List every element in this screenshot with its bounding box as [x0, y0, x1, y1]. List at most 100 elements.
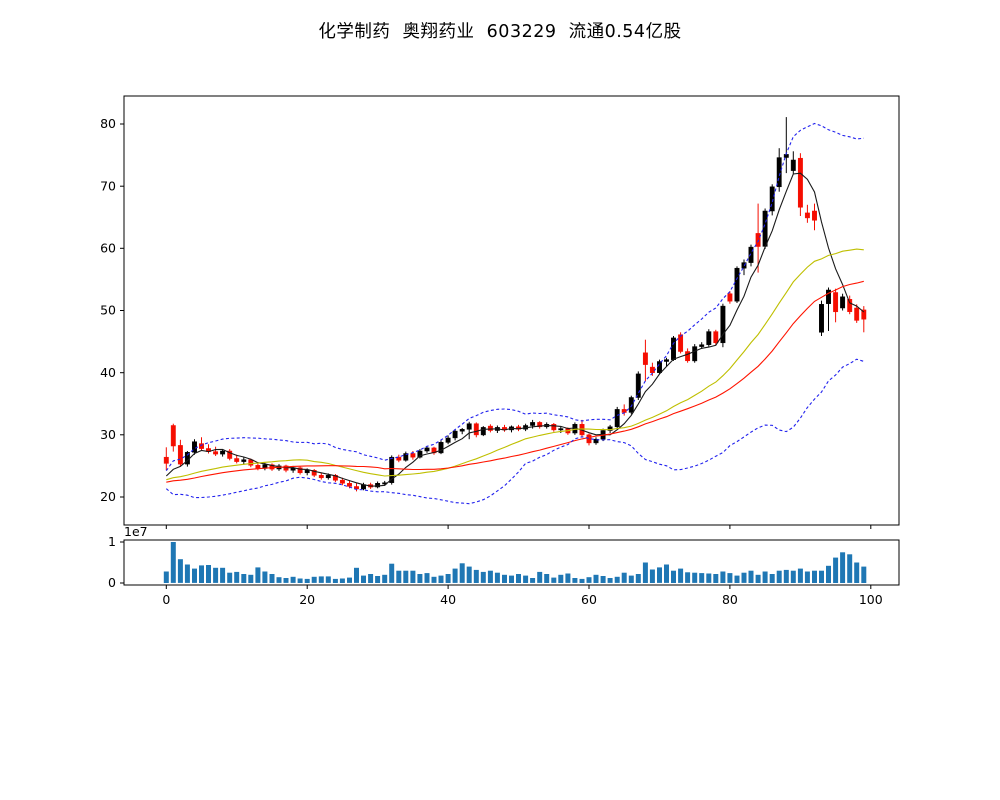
volume-bar: [572, 578, 578, 583]
volume-bar: [487, 570, 493, 583]
candle-body: [304, 470, 310, 474]
volume-y-tick-label: 0: [108, 575, 116, 590]
candle-body: [713, 331, 719, 344]
volume-bar: [262, 571, 268, 583]
candle-body: [403, 453, 409, 461]
x-tick-label: 40: [440, 592, 456, 607]
candle-body: [466, 423, 472, 430]
candle-body: [762, 210, 768, 247]
volume-bar: [530, 578, 536, 583]
candle-body: [417, 450, 423, 458]
volume-bar: [621, 572, 627, 583]
candle-body: [720, 305, 726, 344]
candle-body: [424, 447, 430, 452]
candle-body: [347, 483, 352, 487]
x-tick-label: 80: [722, 592, 738, 607]
candle-body: [706, 331, 712, 345]
candle-body: [480, 427, 486, 436]
volume-bar: [635, 574, 641, 583]
candle-body: [459, 429, 465, 432]
volume-bar: [325, 576, 331, 583]
volume-bar: [480, 571, 486, 583]
candle-body: [445, 437, 451, 443]
candle-body: [452, 430, 458, 439]
volume-bar: [269, 574, 275, 583]
volume-bar: [558, 574, 564, 583]
volume-bar: [255, 567, 261, 583]
candle-body: [833, 292, 839, 313]
volume-bar: [220, 567, 226, 583]
volume-bar: [523, 575, 529, 583]
volume-bar: [375, 576, 381, 583]
volume-bar: [783, 569, 789, 583]
y-tick-label: 30: [100, 427, 116, 442]
candle-body: [854, 307, 860, 321]
volume-bar: [720, 571, 726, 583]
volume-bar: [593, 574, 599, 583]
volume-axes-frame: [123, 539, 900, 586]
candle-body: [628, 397, 634, 413]
candle-body: [438, 442, 444, 454]
x-tick-label: 100: [859, 592, 883, 607]
volume-bar: [318, 576, 324, 583]
volume-bar: [628, 575, 634, 583]
x-tick-label: 20: [299, 592, 315, 607]
volume-bars: [163, 542, 867, 583]
volume-bar: [685, 572, 691, 583]
volume-bar: [678, 568, 684, 583]
ma20-line: [166, 248, 864, 481]
volume-bar: [748, 570, 754, 583]
y-tick-label: 60: [100, 241, 116, 256]
volume-bar: [445, 574, 451, 583]
candle-body: [769, 186, 775, 212]
volume-bar: [727, 573, 733, 583]
volume-bar: [502, 574, 507, 583]
volume-bar: [692, 572, 698, 583]
candle-body: [748, 246, 754, 263]
price-axes-frame: [123, 95, 900, 526]
candle-body: [649, 366, 655, 373]
volume-bar: [854, 562, 860, 583]
volume-bar: [459, 563, 465, 583]
volume-bar: [776, 570, 782, 583]
volume-scale-offset-label: 1e7: [124, 524, 148, 539]
candle-body: [558, 428, 564, 431]
volume-bar: [812, 570, 817, 583]
volume-bar: [614, 576, 620, 583]
volume-bar: [410, 570, 416, 583]
candle-body: [487, 425, 493, 431]
volume-bar: [248, 574, 254, 583]
candle-body: [220, 450, 226, 455]
candle-body: [678, 334, 684, 352]
volume-bar: [473, 569, 479, 583]
volume-bar: [840, 552, 846, 583]
candle-body: [375, 483, 381, 488]
volume-bar: [170, 542, 176, 583]
candle-body: [797, 157, 803, 208]
volume-bar: [332, 578, 338, 583]
candle-body: [607, 426, 613, 431]
volume-bar: [516, 574, 521, 583]
candle-body: [227, 450, 233, 459]
candle-body: [241, 459, 247, 462]
candle-body: [776, 157, 782, 188]
candle-body: [586, 434, 592, 444]
candle-body: [614, 409, 620, 428]
candle-body: [642, 352, 648, 365]
volume-bar: [311, 576, 317, 583]
candle-body: [234, 458, 240, 462]
candle-body: [199, 443, 204, 449]
volume-bar: [664, 564, 669, 583]
volume-bar: [847, 554, 853, 583]
candle-body: [734, 267, 740, 302]
volume-bar: [424, 573, 430, 583]
volume-bar: [163, 571, 169, 583]
volume-bar: [199, 565, 204, 583]
candle-body: [635, 373, 641, 398]
volume-bar: [600, 576, 606, 583]
candle-body: [593, 438, 599, 444]
candle-body: [530, 422, 536, 426]
volume-bar: [509, 575, 514, 583]
candle-body: [297, 467, 303, 474]
